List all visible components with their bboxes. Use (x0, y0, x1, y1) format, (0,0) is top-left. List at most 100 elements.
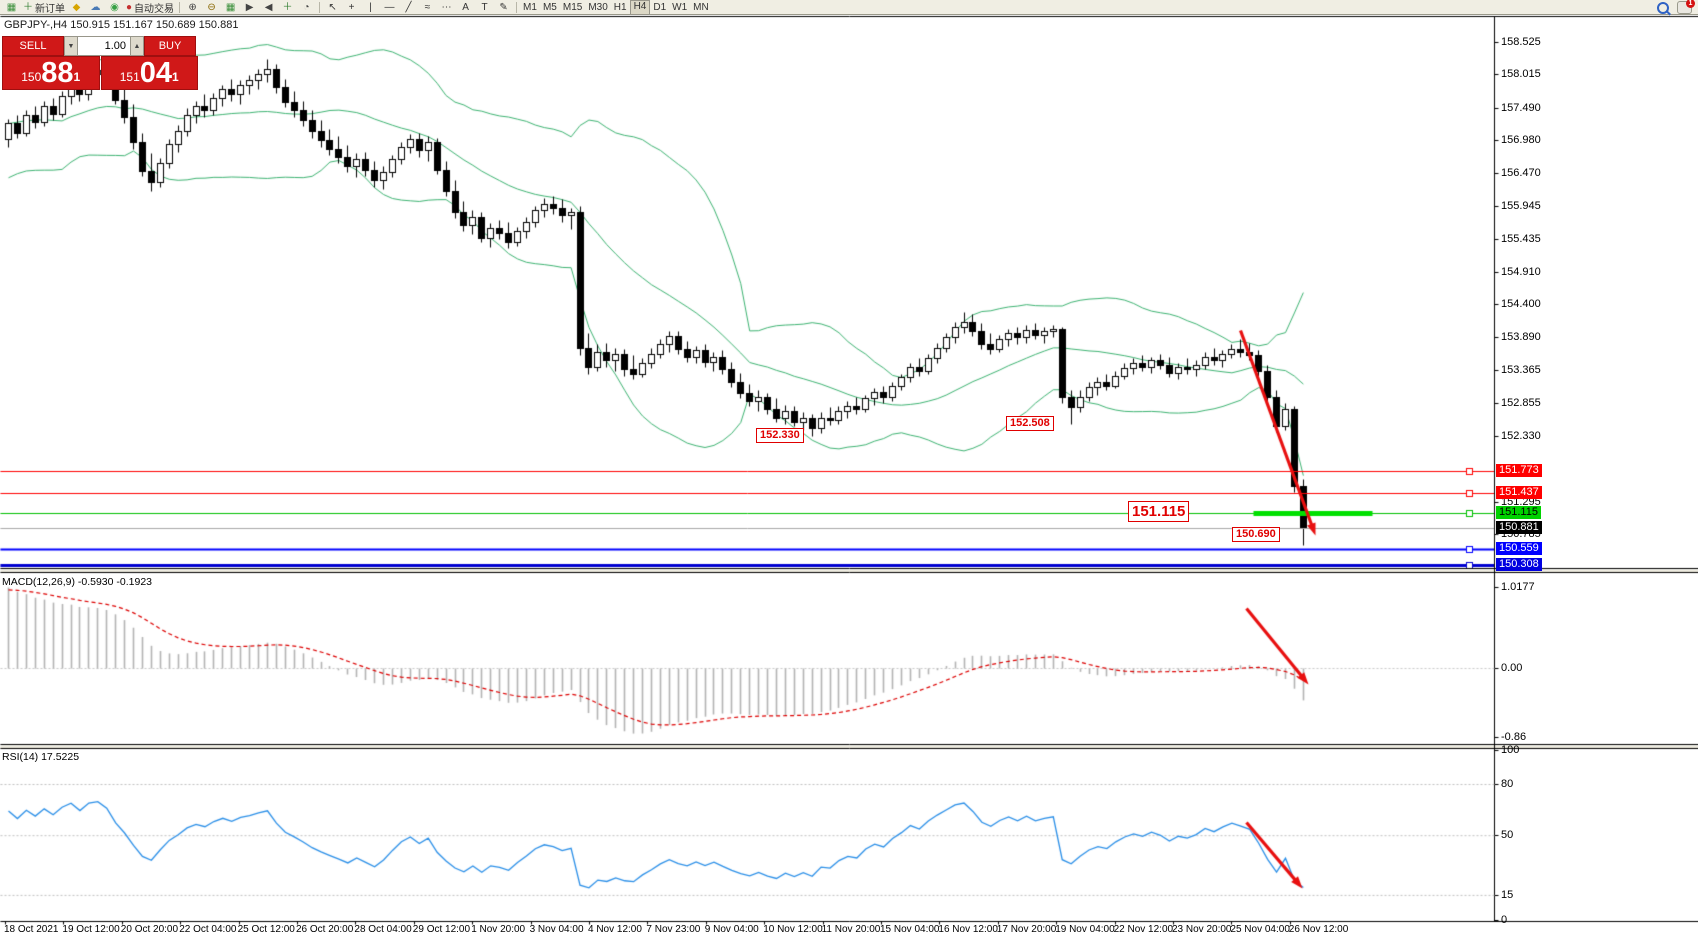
price-tick: 156.470 (1501, 166, 1541, 179)
rsi-axis-label: 50 (1501, 829, 1514, 842)
volume-input[interactable] (78, 36, 130, 56)
buy-price-pips: 04 (139, 57, 173, 89)
tile-windows-button[interactable]: ▦ (221, 1, 240, 14)
timeframe-clock-icon: ◔ (303, 1, 310, 13)
time-axis-label: 29 Oct 12:00 (412, 924, 471, 935)
timeframe-m1-button[interactable]: M1 (523, 1, 537, 13)
volume-decrease-button[interactable]: ▼ (64, 36, 78, 56)
rsi-indicator-label: RSI(14) 17.5225 (2, 751, 80, 763)
toolbar-separator (516, 1, 518, 13)
equidistant-channel-button[interactable]: ≈ (418, 1, 437, 14)
time-axis-label: 28 Oct 04:00 (354, 924, 412, 935)
new-chart-icon: ▦ (6, 1, 17, 13)
trade-panel-prices: 150 88 1 151 04 1 (2, 56, 198, 90)
price-callout-150.690[interactable]: 150.690 (1232, 527, 1280, 542)
zoom-out-icon: ⊖ (207, 1, 216, 13)
price-tick: 155.435 (1501, 232, 1541, 245)
buy-price-tile[interactable]: 151 04 1 (100, 56, 198, 90)
text-label-button[interactable]: T (475, 1, 494, 14)
timeframe-clock-button[interactable]: ◔ (297, 1, 316, 14)
add-indicator-button[interactable]: ＋ (278, 1, 297, 14)
timeframe-h1-button[interactable]: H1 (613, 1, 627, 13)
signals-icon: ◉ (110, 1, 119, 13)
timeframe-m5-button[interactable]: M5 (542, 1, 557, 13)
fibonacci-icon: ⋯ (441, 1, 452, 13)
text-button[interactable]: A (456, 1, 475, 14)
zoom-in-icon: ⊕ (188, 1, 197, 13)
autotrading-label: 自动交易 (134, 3, 175, 15)
toolbar-right: 1 (1657, 0, 1695, 14)
add-indicator-icon: ＋ (282, 1, 293, 13)
autotrading-button[interactable]: ● 自动交易 (124, 1, 176, 15)
sell-button[interactable]: SELL (2, 36, 64, 56)
price-tick: 158.015 (1501, 68, 1541, 81)
auto-scroll-button[interactable]: ▶ (240, 1, 259, 14)
objects-button[interactable]: ✎ (494, 1, 513, 14)
price-tick: 157.490 (1501, 101, 1541, 114)
price-tag-150.559: 150.559 (1496, 541, 1542, 555)
rsi-axis-label: 80 (1501, 778, 1514, 790)
text-label-icon: T (481, 1, 488, 13)
timeframe-m30-button[interactable]: M30 (588, 1, 608, 13)
time-axis-label: 19 Nov 04:00 (1055, 924, 1115, 935)
time-axis-label: 26 Oct 20:00 (296, 924, 354, 935)
community-button[interactable]: ☁ (86, 1, 105, 14)
price-tick: 154.910 (1501, 265, 1541, 278)
time-axis-label: 22 Oct 04:00 (179, 924, 237, 935)
price-tick: 154.400 (1501, 298, 1541, 311)
objects-icon: ✎ (499, 1, 508, 13)
main-toolbar: ▦ ＋新订单 ◆ ☁ ◉ ● 自动交易 ⊕ ⊖ ▦ ▶ ◀ ＋ ◔ ↖ + | — ╱ ≈ ⋯ A T ✎ M1 M5 M15 M30… (0, 0, 1698, 15)
trade-panel-top-row: SELL ▼ ▲ BUY (2, 36, 198, 56)
chart-symbol-ohlc: GBPJPY-,H4 150.915 151.167 150.689 150.8… (4, 19, 239, 31)
timeframe-h4-button[interactable]: H4 (629, 0, 651, 15)
price-callout-151.115[interactable]: 151.115 (1128, 501, 1190, 522)
time-axis-label: 17 Nov 20:00 (996, 924, 1057, 935)
signals-button[interactable]: ◉ (105, 1, 124, 14)
time-axis-label: 25 Nov 04:00 (1230, 924, 1290, 935)
text-icon: A (462, 1, 469, 13)
chart-shift-icon: ◀ (264, 1, 273, 13)
new-chart-button[interactable]: ▦ (2, 1, 21, 14)
price-tick: 153.365 (1501, 364, 1541, 377)
price-tag-151.773: 151.773 (1496, 464, 1542, 478)
notifications-icon[interactable]: 1 (1677, 0, 1695, 14)
time-axis-label: 15 Nov 04:00 (880, 924, 940, 935)
timeframe-d1-button[interactable]: D1 (653, 1, 667, 13)
timeframe-m15-button[interactable]: M15 (562, 1, 583, 13)
price-callout-152.508[interactable]: 152.508 (1006, 416, 1054, 431)
zoom-in-button[interactable]: ⊕ (183, 1, 202, 14)
cursor-icon: ↖ (328, 1, 337, 13)
fibonacci-button[interactable]: ⋯ (437, 1, 456, 14)
search-icon[interactable] (1657, 1, 1669, 14)
horizontal-line-button[interactable]: — (380, 1, 399, 14)
equidistant-channel-icon: ≈ (424, 1, 431, 13)
time-axis-label: 3 Nov 04:00 (529, 924, 584, 935)
vertical-line-button[interactable]: | (361, 1, 380, 14)
cursor-button[interactable]: ↖ (323, 1, 342, 14)
buy-button[interactable]: BUY (144, 36, 196, 56)
time-axis-label: 11 Nov 20:00 (821, 924, 881, 935)
chart-shift-button[interactable]: ◀ (259, 1, 278, 14)
timeframe-w1-button[interactable]: W1 (672, 1, 688, 13)
favorites-button[interactable]: ◆ (67, 1, 86, 14)
buy-price-sub: 1 (172, 70, 179, 84)
new-order-button[interactable]: ＋新订单 (21, 1, 67, 15)
timeframe-mn-button[interactable]: MN (693, 1, 709, 13)
time-axis-label: 20 Oct 20:00 (120, 924, 179, 935)
time-axis-label: 16 Nov 12:00 (938, 924, 998, 935)
crosshair-button[interactable]: + (342, 1, 361, 14)
time-axis-label: 26 Nov 12:00 (1288, 924, 1349, 935)
new-order-label: 新订单 (35, 3, 65, 15)
volume-increase-button[interactable]: ▲ (130, 36, 144, 56)
price-callout-152.330[interactable]: 152.330 (756, 428, 804, 443)
price-tick: 151.295 (1501, 495, 1541, 508)
trendline-button[interactable]: ╱ (399, 1, 418, 14)
macd-axis-label: 0.00 (1501, 662, 1523, 674)
autotrading-icon: ● (126, 1, 133, 13)
horizontal-line-icon: — (384, 1, 395, 13)
time-axis-label: 18 Oct 2021 (4, 924, 59, 935)
notification-badge: 1 (1686, 0, 1695, 8)
sell-price-tile[interactable]: 150 88 1 (2, 56, 100, 90)
zoom-out-button[interactable]: ⊖ (202, 1, 221, 14)
